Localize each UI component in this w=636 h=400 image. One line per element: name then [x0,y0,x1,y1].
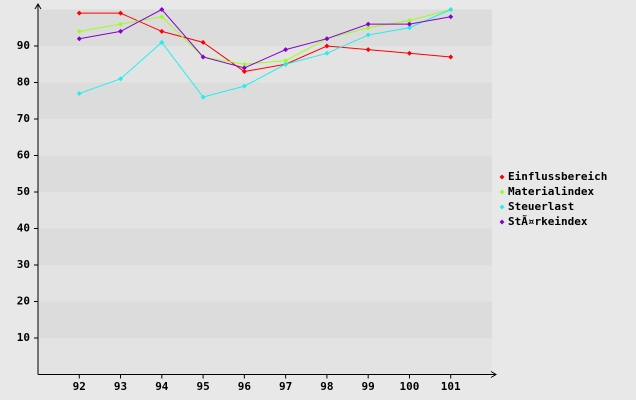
bands [38,9,492,375]
x-tick-label: 98 [320,380,333,393]
data-point [324,43,330,49]
data-point [159,28,165,34]
data-point [448,54,454,60]
legend-marker [499,219,505,225]
legend-marker [499,189,505,195]
data-point [76,36,82,42]
data-point [324,50,330,56]
grid-band [38,301,492,338]
grid-band [38,338,492,375]
x-tick-label: 92 [73,380,86,393]
y-tick-label: 10 [17,331,30,344]
data-point [406,21,412,27]
data-point [241,83,247,89]
y-tick-label: 30 [17,258,30,271]
data-point [406,50,412,56]
grid-band [38,119,492,156]
data-point [76,28,82,34]
data-point [241,65,247,71]
legend-label: Materialindex [508,185,594,198]
data-point [365,25,371,31]
series-line [79,12,451,73]
y-tick-label: 20 [17,295,30,308]
data-point [118,10,124,16]
data-point [283,47,289,53]
data-point [118,21,124,27]
data-point [283,58,289,64]
y-axis-arrow [34,3,42,10]
data-point [241,61,247,67]
data-point [365,47,371,53]
data-point [159,7,165,12]
series-line [79,8,451,69]
legend-marker [499,174,505,180]
y-tick-label: 90 [17,39,30,52]
y-tick-label: 80 [17,76,30,89]
data-point [76,10,82,16]
legend-label: StÃ¤rkeindex [508,215,588,228]
data-point [118,76,124,82]
data-point [406,17,412,23]
x-axis-arrow [490,371,497,378]
data-point [118,28,124,34]
data-point [159,14,165,20]
data-point [200,54,206,60]
y-tick-label: 60 [17,149,30,162]
x-tick-label: 94 [155,380,169,393]
data-point [200,39,206,45]
data-point [365,21,371,27]
x-tick-label: 96 [238,380,252,393]
y-tick-label: 40 [17,222,30,235]
legend-label: Steuerlast [508,200,574,213]
data-point [159,39,165,45]
data-point [448,7,454,12]
data-point [200,94,206,100]
x-tick-label: 93 [114,380,127,393]
data-point [406,25,412,31]
data-point [283,61,289,67]
legend-label: Einflussbereich [508,170,607,183]
x-tick-label: 101 [441,380,461,393]
grid-band [38,155,492,192]
data-point [241,69,247,75]
grid-band [38,192,492,229]
series-line [79,9,451,98]
grid-band [38,46,492,83]
x-tick-label: 95 [196,380,209,393]
data-point [76,90,82,96]
x-tick-label: 100 [400,380,420,393]
data-point [448,14,454,20]
y-tick-label: 70 [17,112,30,125]
legend-marker [499,204,505,210]
y-tick-label: 50 [17,185,30,198]
grid-band [38,82,492,119]
grid-band [38,228,492,265]
x-tick-label: 99 [362,380,375,393]
grid-band [38,9,492,46]
data-point [365,32,371,38]
x-tick-label: 97 [279,380,292,393]
data-point [324,36,330,42]
grid-band [38,265,492,302]
